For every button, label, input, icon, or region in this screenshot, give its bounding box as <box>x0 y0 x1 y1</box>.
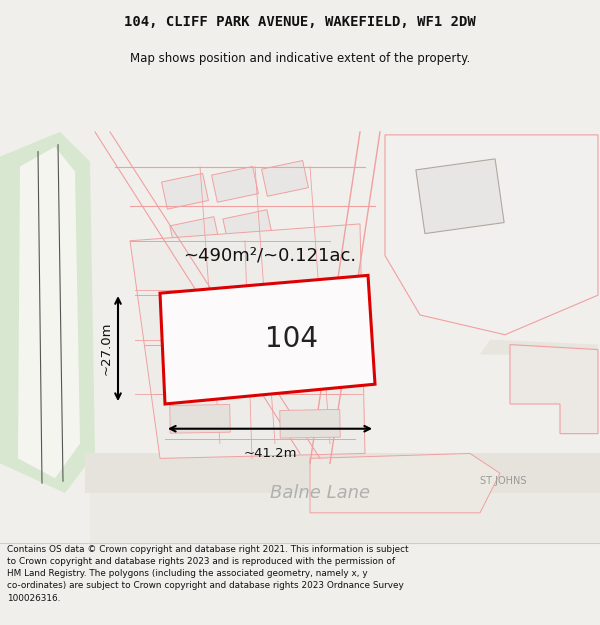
Text: ~490m²/~0.121ac.: ~490m²/~0.121ac. <box>184 247 356 264</box>
Polygon shape <box>385 135 598 335</box>
Polygon shape <box>280 409 340 438</box>
Text: ST JOHNS: ST JOHNS <box>480 476 527 486</box>
Text: Contains OS data © Crown copyright and database right 2021. This information is : Contains OS data © Crown copyright and d… <box>7 545 409 602</box>
Polygon shape <box>170 404 230 433</box>
Polygon shape <box>90 468 600 542</box>
Polygon shape <box>0 132 95 493</box>
Polygon shape <box>416 159 504 234</box>
Polygon shape <box>170 301 230 329</box>
Polygon shape <box>130 224 365 458</box>
Text: ~27.0m: ~27.0m <box>100 322 113 376</box>
Polygon shape <box>310 454 500 513</box>
Text: 104, CLIFF PARK AVENUE, WAKEFIELD, WF1 2DW: 104, CLIFF PARK AVENUE, WAKEFIELD, WF1 2… <box>124 15 476 29</box>
Polygon shape <box>262 161 308 196</box>
Polygon shape <box>161 173 208 209</box>
Polygon shape <box>223 210 273 248</box>
Text: ~41.2m: ~41.2m <box>243 446 297 459</box>
Text: ff Park Avenue: ff Park Avenue <box>343 302 371 378</box>
Text: Balne Lane: Balne Lane <box>270 484 370 502</box>
Polygon shape <box>170 217 220 255</box>
Polygon shape <box>212 166 259 202</box>
Polygon shape <box>480 339 598 354</box>
Text: 104: 104 <box>265 325 319 353</box>
Polygon shape <box>85 454 600 493</box>
Text: Map shows position and indicative extent of the property.: Map shows position and indicative extent… <box>130 52 470 64</box>
Polygon shape <box>280 306 340 334</box>
Polygon shape <box>160 276 375 404</box>
Polygon shape <box>18 147 80 478</box>
Polygon shape <box>510 344 598 434</box>
